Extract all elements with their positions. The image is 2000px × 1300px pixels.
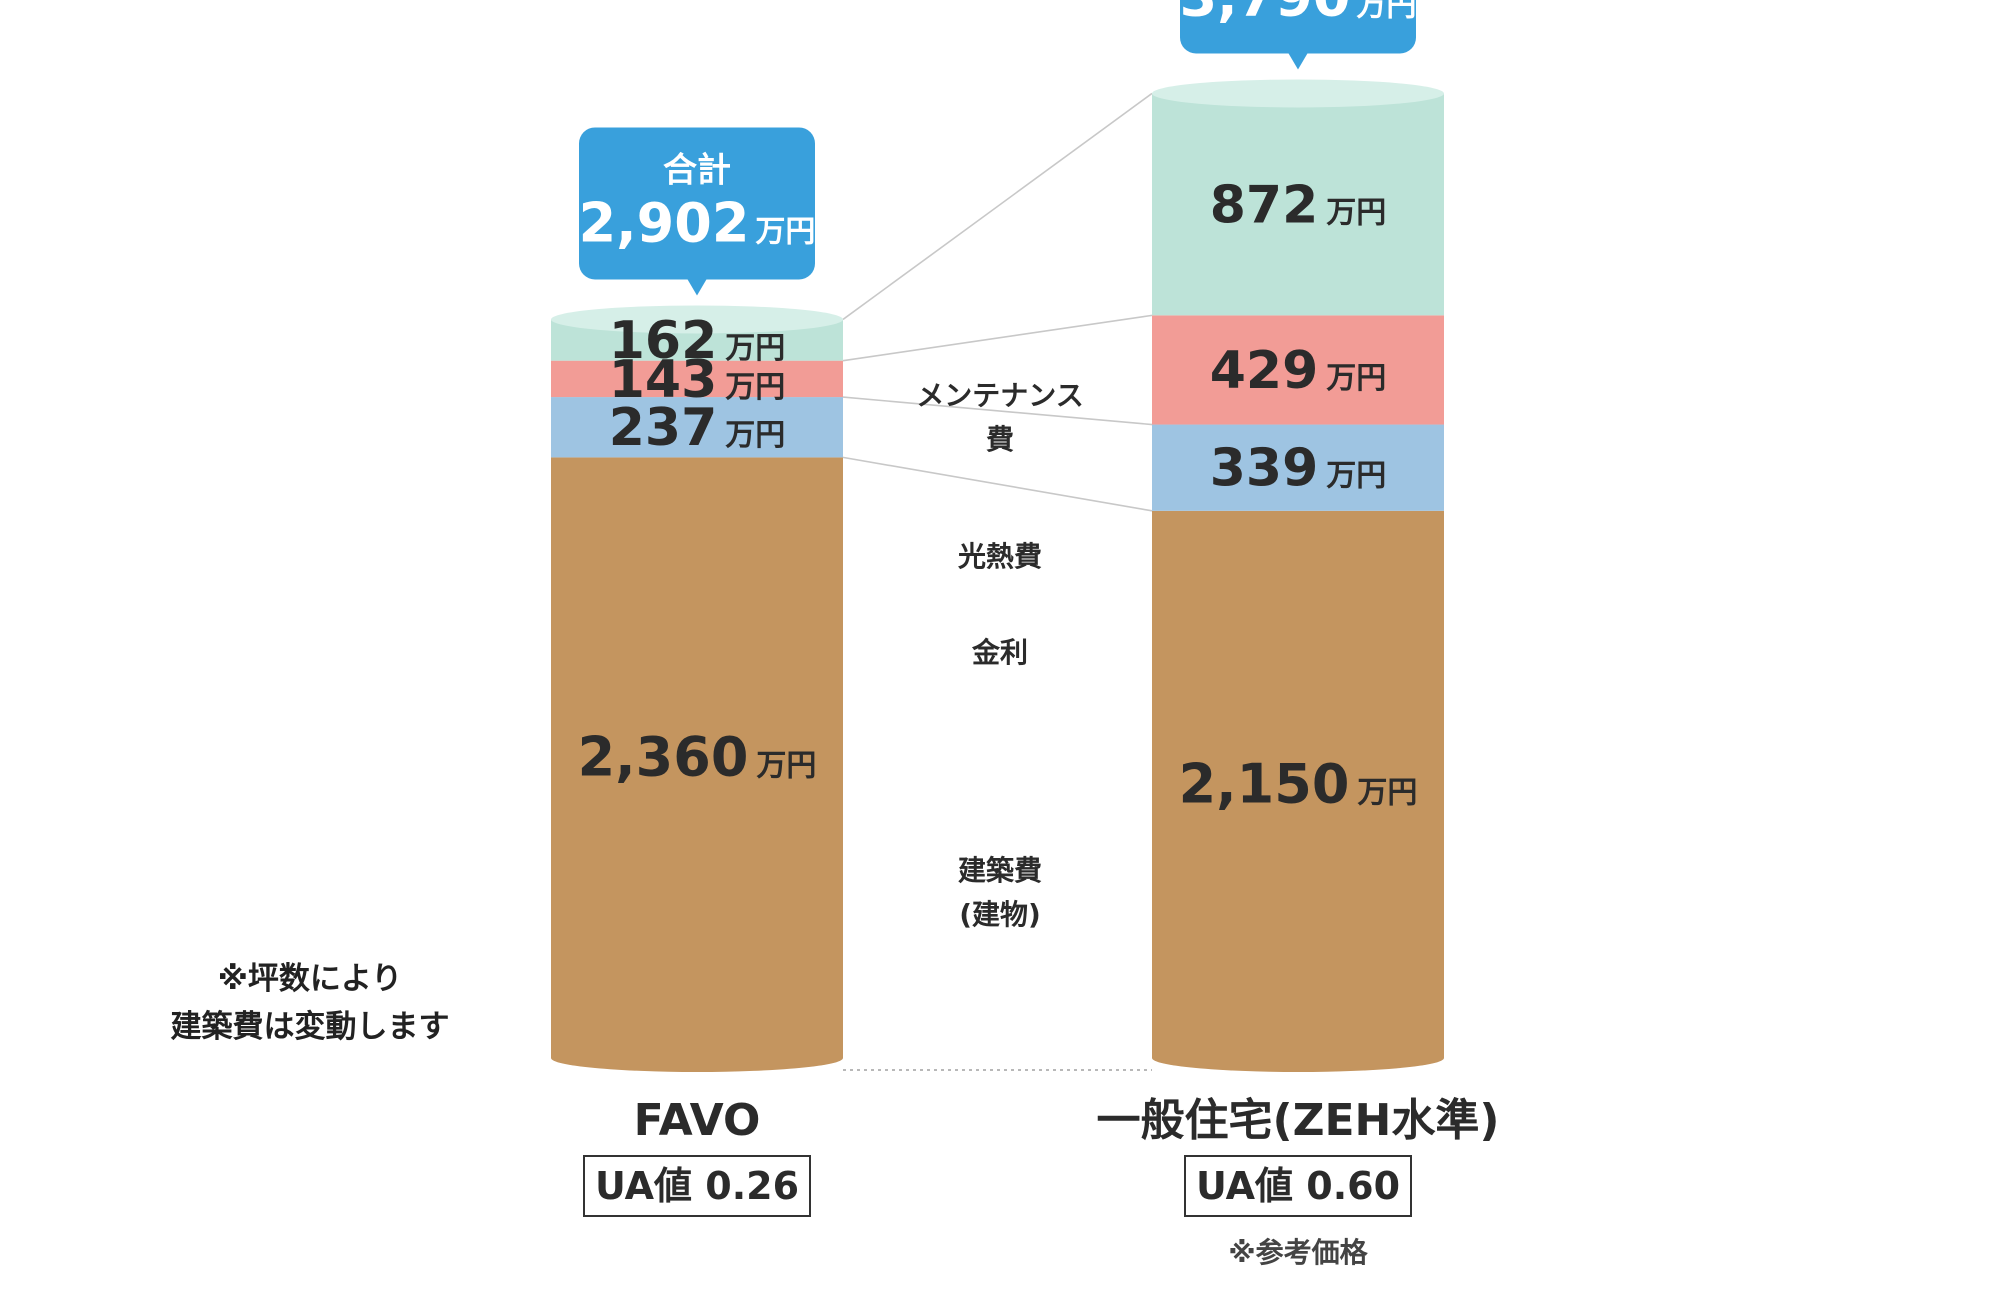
legend-label: 建築費 xyxy=(958,854,1042,887)
callout-pointer xyxy=(687,278,707,296)
bar-segment xyxy=(1152,93,1444,316)
segment-connector-line xyxy=(842,92,1153,321)
bar-top-cap xyxy=(1152,79,1444,108)
building-cost-note-line2: 建築費は変動します xyxy=(170,1009,450,1045)
data-label: 429 万円 xyxy=(1210,341,1387,401)
callout-total-value: 2,902 万円 xyxy=(579,191,816,254)
bar-segment xyxy=(551,397,843,458)
callout-box xyxy=(1180,0,1416,54)
data-label-text: 162 万円 xyxy=(609,311,786,371)
segment-connector-line xyxy=(842,456,1153,512)
total-callout: 合計3,790万円 xyxy=(1180,0,1417,70)
callout-box xyxy=(579,127,815,280)
data-label: 339 万円 xyxy=(1210,439,1387,499)
ua-value-text: UA値 0.26 xyxy=(595,1164,799,1208)
callout-total-label: 合計 xyxy=(663,150,731,190)
category-label: FAVO xyxy=(634,1095,761,1146)
bar-top-cap xyxy=(551,305,843,334)
data-label-text: 2,150 万円 xyxy=(1179,752,1418,815)
legend-entry: 光熱費 xyxy=(957,540,1042,573)
data-label: 237 万円 xyxy=(609,398,786,458)
ua-value-box xyxy=(583,1155,811,1217)
data-label-text: 2,360 万円 xyxy=(578,726,817,789)
building-cost-note: ※坪数により 建築費は変動します xyxy=(120,955,500,1051)
legend-label: 金利 xyxy=(971,636,1028,669)
legend-entry: 金利 xyxy=(971,636,1028,669)
legend-entry: 建築費 (建物) xyxy=(958,854,1042,931)
data-label: 143 万円 xyxy=(609,350,786,410)
legend-label: (建物) xyxy=(959,898,1041,931)
data-label: 162 万円 xyxy=(609,311,786,371)
ua-value-box xyxy=(1184,1155,1412,1217)
data-label: 2,360 万円 xyxy=(578,726,817,789)
callout-total-value: 3,790万円 xyxy=(1180,0,1417,28)
ua-value-text: UA値 0.60 xyxy=(1196,1164,1400,1208)
bar-segment xyxy=(551,457,843,1058)
legend-label: メンテナンス xyxy=(916,379,1083,412)
bar-segment xyxy=(1152,510,1444,1058)
data-label-text: 143 万円 xyxy=(609,350,786,410)
building-cost-note-line1: ※坪数により xyxy=(217,961,403,997)
bar-segment xyxy=(1152,315,1444,425)
data-label-text: 429 万円 xyxy=(1210,341,1387,401)
bar-segment xyxy=(551,360,843,398)
category-label: 一般住宅(ZEH水準) xyxy=(1096,1095,1499,1146)
data-label-text: 339 万円 xyxy=(1210,439,1387,499)
reference-price-note: ※参考価格 xyxy=(1228,1236,1368,1269)
data-label: 2,150 万円 xyxy=(1179,752,1418,815)
segment-connector-line xyxy=(842,396,1153,426)
data-label: 872 万円 xyxy=(1210,175,1387,235)
data-label-text: 237 万円 xyxy=(609,398,786,458)
data-label-text: 872 万円 xyxy=(1210,175,1387,235)
legend-label: 費 xyxy=(986,423,1014,456)
bar-segment xyxy=(1152,424,1444,511)
total-callout: 合計2,902 万円 xyxy=(579,127,816,296)
callout-pointer xyxy=(1288,52,1308,70)
legend-label: 光熱費 xyxy=(957,540,1042,573)
segment-connector-line xyxy=(842,314,1153,362)
